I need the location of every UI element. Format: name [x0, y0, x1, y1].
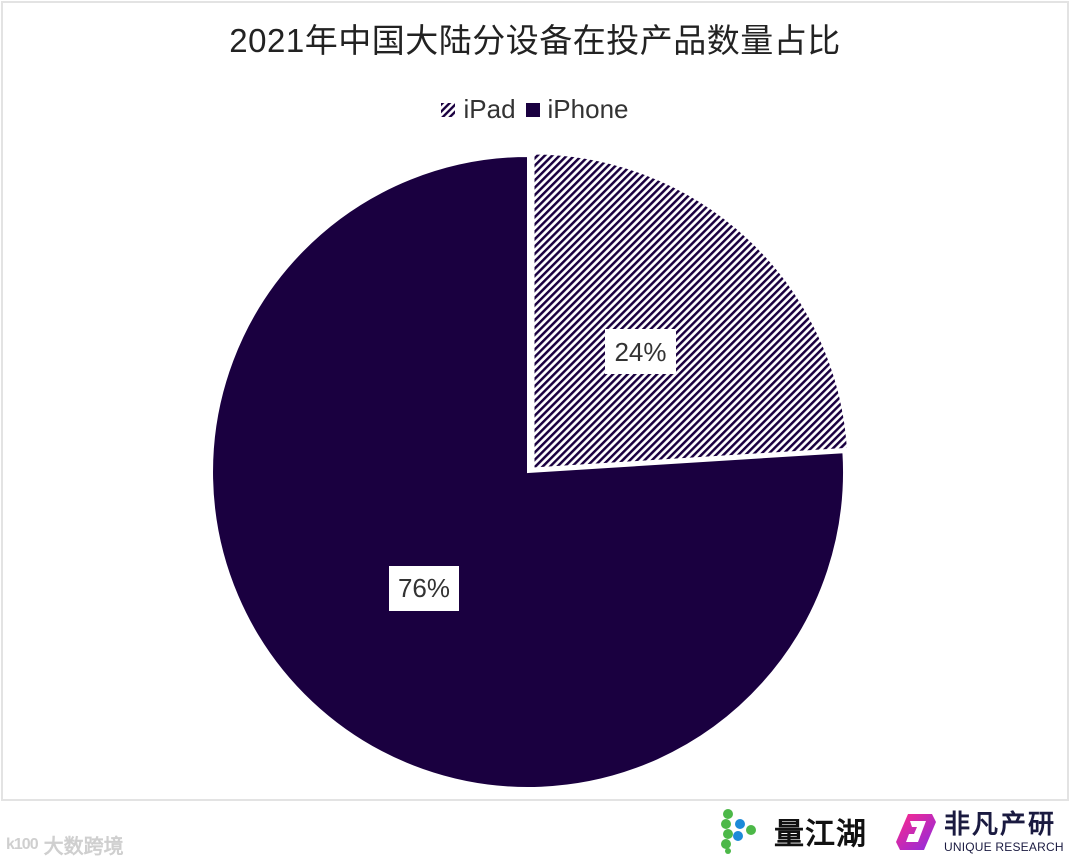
pie-slice-iphone[interactable]: [211, 154, 845, 789]
pie-chart: 24% 76%: [211, 151, 850, 789]
brand-unique-research: 非凡产研 UNIQUE RESEARCH: [894, 810, 1064, 854]
legend-label-ipad: iPad: [463, 94, 516, 124]
chart-title: 2021年中国大陆分设备在投产品数量占比: [229, 22, 841, 59]
legend-label-iphone: iPhone: [547, 94, 629, 124]
pie-slice-ipad[interactable]: [531, 151, 850, 471]
chart-legend: iPad iPhone: [0, 94, 1070, 125]
unique-research-logo-icon: [896, 814, 936, 850]
watermark-dashukuajing: k100 大数跨境: [6, 830, 124, 859]
liangjianghu-logo-icon: [721, 809, 756, 854]
data-label-iphone: 76%: [389, 566, 459, 611]
brand-liangjianghu: 量江湖: [720, 808, 867, 854]
hatched-swatch-icon: [441, 102, 456, 117]
k100-logo-icon: k100: [6, 835, 39, 853]
svg-text:76%: 76%: [398, 573, 450, 603]
unique-research-en: UNIQUE RESEARCH: [944, 840, 1064, 854]
data-label-ipad: 24%: [605, 329, 676, 374]
watermark-text: 大数跨境: [43, 836, 124, 858]
liangjianghu-text: 量江湖: [774, 818, 867, 851]
svg-text:24%: 24%: [614, 337, 666, 367]
unique-research-cn: 非凡产研: [944, 809, 1057, 839]
solid-swatch-icon: [525, 102, 540, 117]
legend-item-ipad[interactable]: iPad: [441, 94, 516, 125]
legend-item-iphone[interactable]: iPhone: [525, 94, 629, 125]
